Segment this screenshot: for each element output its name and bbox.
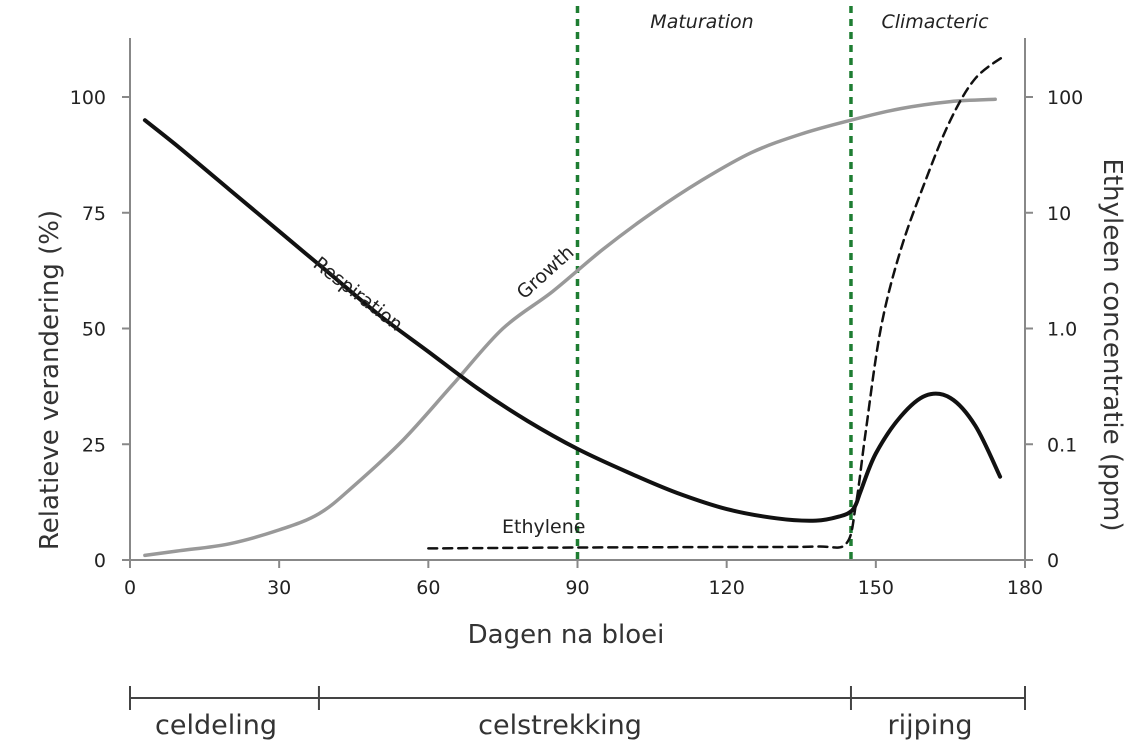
y2-tick-label: 10	[1047, 203, 1071, 225]
x-tick-label: 0	[124, 577, 136, 599]
y2-tick-label: 0.1	[1047, 434, 1077, 456]
y-tick-label: 25	[82, 434, 106, 456]
x-ticks: 0 30 60 90 120 150 180	[124, 560, 1043, 599]
series-label-ethylene: Ethylene	[502, 516, 585, 538]
y2-tick-label: 100	[1047, 87, 1083, 109]
series-label-respiration: Respiration	[309, 253, 407, 336]
x-tick-label: 60	[416, 577, 440, 599]
y2-tick-label: 0	[1047, 550, 1059, 572]
y2-tick-label: 1.0	[1047, 319, 1077, 341]
region-label-maturation: Maturation	[650, 11, 753, 33]
x-axis-title: Dagen na bloei	[468, 620, 665, 650]
y2-ticks: 0 0.1 1.0 10 100	[1025, 87, 1083, 572]
series-line-growth	[143, 97, 997, 558]
x-tick-label: 180	[1007, 577, 1043, 599]
y-tick-label: 100	[70, 87, 106, 109]
y-axis-title: Relatieve verandering (%)	[35, 210, 65, 550]
x-tick-label: 30	[267, 577, 291, 599]
series-line-ethylene	[427, 54, 1007, 550]
x-tick-label: 90	[565, 577, 589, 599]
y-ticks: 0 25 50 75 100	[70, 87, 130, 572]
y-tick-label: 0	[94, 550, 106, 572]
phase-label-celstrekking: celstrekking	[478, 710, 642, 741]
phase-label-celdeling: celdeling	[155, 710, 277, 741]
y-tick-label: 50	[82, 319, 106, 341]
y-tick-label: 75	[82, 203, 106, 225]
phase-bar	[129, 686, 1026, 710]
x-tick-label: 150	[858, 577, 894, 599]
series-label-growth: Growth	[513, 241, 579, 303]
region-label-climacteric: Climacteric	[881, 11, 989, 33]
series-group	[142, 54, 1007, 558]
y2-axis-title: Ethyleen concentratie (ppm)	[1097, 158, 1127, 531]
vertical-lines	[575, 6, 853, 560]
series-line-respiration	[142, 118, 1003, 523]
x-tick-label: 120	[709, 577, 745, 599]
phase-label-rijping: rijping	[888, 710, 973, 741]
